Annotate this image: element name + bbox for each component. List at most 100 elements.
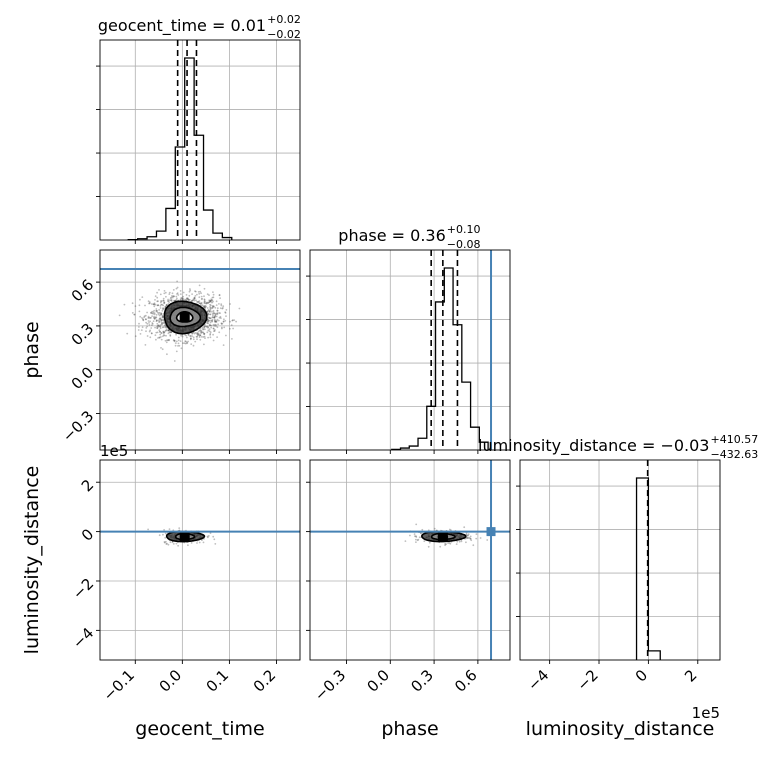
sample-point-geocent_time_vs_phase-15 <box>203 306 205 309</box>
sample-point-geocent_time_vs_phase-482 <box>145 318 147 321</box>
sample-point-geocent_time_vs_phase-1617 <box>159 317 162 320</box>
sample-point-geocent_time_vs_phase-981 <box>131 312 134 314</box>
sample-point-geocent_time_vs_phase-1647 <box>184 298 187 301</box>
sample-point-geocent_time_vs_phase-1124 <box>199 334 202 337</box>
tick-label-x-luminosity_distance-1: −2 <box>573 666 601 694</box>
sample-point-geocent_time_vs_phase-1381 <box>185 340 187 343</box>
sample-point-geocent_time_vs_phase-48 <box>196 338 198 341</box>
sample-point-geocent_time_vs_phase-1479 <box>139 333 142 335</box>
sample-point-geocent_time_vs_phase-194 <box>197 291 200 293</box>
sample-point-phase_vs_luminosity_distance-19 <box>427 545 430 548</box>
sample-point-geocent_time_vs_phase-598 <box>147 320 150 322</box>
sample-point-geocent_time_vs_phase-809 <box>208 330 211 333</box>
sample-point-geocent_time_vs_phase-24 <box>155 310 158 312</box>
sample-point-geocent_time_vs_luminosity_distance-78 <box>207 536 209 539</box>
sample-point-geocent_time_vs_phase-196 <box>231 338 233 340</box>
sample-point-geocent_time_vs_phase-312 <box>194 295 197 297</box>
sample-point-geocent_time_vs_phase-510 <box>206 322 209 325</box>
sample-point-geocent_time_vs_phase-1325 <box>215 324 217 326</box>
sample-point-geocent_time_vs_phase-813 <box>161 326 164 329</box>
sample-point-geocent_time_vs_phase-1322 <box>235 320 238 323</box>
sample-point-geocent_time_vs_phase-406 <box>157 313 160 316</box>
tick-label-x-geocent_time-0: −0.1 <box>100 666 138 704</box>
hist-bin-luminosity_distance-1 <box>648 651 660 660</box>
sample-point-geocent_time_vs_phase-1497 <box>143 316 146 319</box>
sample-point-phase_vs_luminosity_distance-169 <box>414 535 416 538</box>
sample-point-geocent_time_vs_phase-1389 <box>189 337 192 340</box>
sample-point-geocent_time_vs_phase-1390 <box>198 334 201 337</box>
sample-point-geocent_time_vs_phase-716 <box>159 305 162 307</box>
sample-point-geocent_time_vs_phase-38 <box>162 299 165 302</box>
sample-point-geocent_time_vs_phase-856 <box>207 309 210 311</box>
sample-point-geocent_time_vs_phase-791 <box>154 295 157 298</box>
sample-point-geocent_time_vs_phase-1233 <box>203 305 206 308</box>
sample-point-geocent_time_vs_phase-754 <box>194 290 197 293</box>
sample-point-geocent_time_vs_phase-826 <box>163 322 166 324</box>
sample-point-geocent_time_vs_phase-814 <box>155 310 158 312</box>
sample-point-phase_vs_luminosity_distance-154 <box>466 537 469 540</box>
sample-point-geocent_time_vs_phase-566 <box>209 324 212 327</box>
sample-point-geocent_time_vs_phase-1599 <box>155 331 158 334</box>
sample-point-geocent_time_vs_phase-43 <box>212 300 214 303</box>
title-geocent_time: geocent_time = 0.01 +0.02 −0.02 <box>98 13 301 41</box>
offset-label-y-distance: 1e5 <box>100 442 128 460</box>
sample-point-geocent_time_vs_phase-1127 <box>160 312 163 315</box>
sample-point-geocent_time_vs_phase-1249 <box>190 343 193 345</box>
sample-point-geocent_time_vs_phase-945 <box>208 323 211 326</box>
sample-point-geocent_time_vs_phase-72 <box>172 289 175 291</box>
sample-point-geocent_time_vs_phase-635 <box>154 326 157 329</box>
sample-point-geocent_time_vs_phase-1086 <box>229 327 231 330</box>
sample-point-geocent_time_vs_phase-911 <box>207 326 210 328</box>
sample-point-geocent_time_vs_phase-875 <box>172 295 174 298</box>
sample-point-geocent_time_vs_phase-1146 <box>194 332 197 334</box>
sample-point-geocent_time_vs_phase-1100 <box>168 339 170 342</box>
sample-point-geocent_time_vs_phase-655 <box>162 330 165 333</box>
sample-point-phase_vs_luminosity_distance-80 <box>415 536 418 538</box>
sample-point-geocent_time_vs_phase-1517 <box>196 293 198 296</box>
sample-point-phase_vs_luminosity_distance-163 <box>421 528 424 531</box>
sample-point-geocent_time_vs_phase-1448 <box>155 314 158 316</box>
sample-point-geocent_time_vs_phase-189 <box>165 341 168 344</box>
tick-label-y-luminosity_distance-3: 2 <box>78 476 97 495</box>
sample-point-geocent_time_vs_phase-880 <box>198 296 201 299</box>
sample-point-geocent_time_vs_phase-784 <box>209 336 212 339</box>
sample-point-geocent_time_vs_phase-603 <box>154 303 157 306</box>
sample-point-geocent_time_vs_phase-1380 <box>216 309 219 312</box>
offset-label-x-distance: 1e5 <box>692 704 720 722</box>
sample-point-geocent_time_vs_luminosity_distance-179 <box>158 534 161 537</box>
sample-point-geocent_time_vs_phase-272 <box>207 318 209 321</box>
sample-point-geocent_time_vs_phase-1377 <box>207 319 210 322</box>
sample-point-geocent_time_vs_phase-251 <box>158 321 161 324</box>
sample-point-geocent_time_vs_phase-1104 <box>176 292 179 294</box>
sample-point-phase_vs_luminosity_distance-54 <box>463 526 466 529</box>
sample-point-geocent_time_vs_phase-1163 <box>231 319 234 322</box>
sample-point-geocent_time_vs_phase-387 <box>167 300 170 302</box>
sample-point-geocent_time_vs_phase-1221 <box>165 303 168 306</box>
sample-point-geocent_time_vs_phase-1561 <box>204 306 207 309</box>
sample-point-geocent_time_vs_phase-1080 <box>192 338 195 341</box>
sample-point-geocent_time_vs_phase-1157 <box>211 301 213 304</box>
sample-point-geocent_time_vs_phase-160 <box>153 312 156 314</box>
sample-point-geocent_time_vs_phase-604 <box>196 336 199 338</box>
sample-point-geocent_time_vs_phase-1227 <box>183 342 186 345</box>
sample-point-geocent_time_vs_phase-969 <box>210 298 213 301</box>
sample-point-geocent_time_vs_phase-1594 <box>197 300 200 303</box>
sample-point-geocent_time_vs_phase-1202 <box>209 334 212 336</box>
sample-point-geocent_time_vs_phase-1553 <box>199 303 202 305</box>
sample-point-geocent_time_vs_phase-106 <box>150 332 153 335</box>
sample-point-geocent_time_vs_phase-400 <box>167 332 170 335</box>
sample-point-phase_vs_luminosity_distance-217 <box>418 536 421 539</box>
sample-point-geocent_time_vs_phase-1614 <box>168 293 171 295</box>
sample-point-geocent_time_vs_phase-1437 <box>216 336 219 338</box>
sample-point-geocent_time_vs_phase-1275 <box>138 322 140 325</box>
sample-point-geocent_time_vs_phase-649 <box>211 319 214 322</box>
sample-point-geocent_time_vs_phase-684 <box>207 313 209 316</box>
sample-point-phase_vs_luminosity_distance-227 <box>475 533 478 535</box>
sample-point-phase_vs_luminosity_distance-93 <box>448 528 451 531</box>
sample-point-geocent_time_vs_phase-819 <box>217 323 220 326</box>
sample-point-geocent_time_vs_phase-1183 <box>218 331 221 334</box>
sample-point-geocent_time_vs_phase-714 <box>150 332 153 335</box>
sample-point-geocent_time_vs_phase-322 <box>188 294 191 297</box>
sample-point-geocent_time_vs_phase-240 <box>158 325 161 328</box>
sample-point-geocent_time_vs_phase-65 <box>185 298 188 300</box>
